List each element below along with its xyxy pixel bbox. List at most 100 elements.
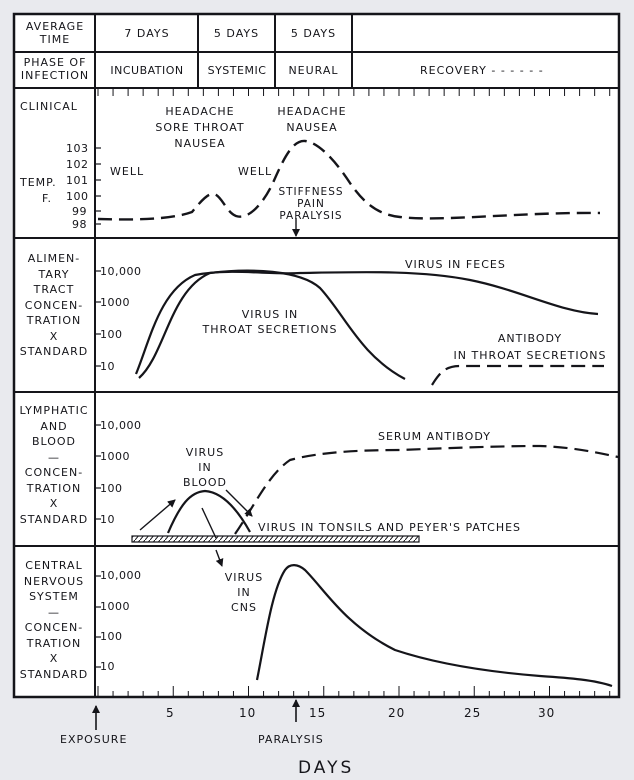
alimentary-tick-1000: 1000 [100, 296, 130, 309]
x-tick-25: 25 [464, 706, 482, 720]
alimentary-label-line6: TRATION [26, 314, 82, 327]
neural-symptom-headache: HEADACHE [277, 105, 347, 118]
alimentary-tick-10: 10 [100, 360, 115, 373]
well-label-incubation: WELL [110, 165, 145, 178]
cns-label-line3: SYSTEM [29, 590, 79, 603]
virus-cns-label-line1: VIRUS [224, 571, 264, 584]
virus-in-feces-curve [134, 270, 599, 375]
throat-antibody-label-line1: ANTIBODY [497, 332, 563, 345]
lymphatic-label-line6: TRATION [26, 481, 82, 495]
average-time-label-line2: TIME [39, 33, 71, 46]
throat-antibody-label: ANTIBODY IN THROAT SECRETIONS [440, 330, 620, 364]
blood-to-cns-arrow-lower [215, 549, 224, 567]
log-scale-tick-marks [95, 270, 101, 668]
temp-tick-100: 100 [66, 190, 89, 203]
symptom-sore-throat: SORE THROAT [155, 121, 245, 134]
lymphatic-label-line1: LYMPHATIC [19, 404, 89, 417]
lymphatic-tick-10000: 10,000 [100, 419, 142, 432]
alimentary-label-line2: TARY [38, 267, 70, 281]
cns-label: CENTRAL NERVOUS SYSTEM — CONCEN- TRATION… [14, 558, 94, 682]
phase-recovery: RECOVERY - - - - - - [420, 64, 544, 77]
tonsils-label: VIRUS IN TONSILS AND PEYER'S PATCHES [258, 521, 522, 534]
temp-tick-102: 102 [66, 158, 89, 171]
cns-tick-10000: 10,000 [100, 569, 142, 582]
symptom-nausea: NAUSEA [174, 137, 226, 150]
virus-cns-label-line3: CNS [231, 601, 257, 614]
tonsils-peyers-patches-bar [131, 535, 420, 543]
lymphatic-tick-1000: 1000 [100, 450, 130, 463]
x-tick-20: 20 [388, 706, 406, 720]
day-scale-top-ticks [97, 88, 611, 96]
temp-tick-101: 101 [66, 174, 89, 187]
blood-to-cns-arrow-upper [201, 507, 217, 539]
cns-tick-10: 10 [100, 660, 115, 673]
day-scale-bottom-ticks [97, 686, 611, 697]
systemic-symptoms: HEADACHE SORE THROAT NAUSEA [140, 104, 260, 152]
alimentary-label-line3: TRACT [33, 283, 75, 296]
virus-throat-label: VIRUS IN THROAT SECRETIONS [190, 307, 350, 337]
x-tick-30: 30 [538, 706, 556, 720]
lymphatic-label-line3: BLOOD [31, 435, 77, 448]
lymphatic-label-line7: X [49, 497, 59, 510]
x-tick-10: 10 [239, 706, 257, 720]
alimentary-label-line5: CONCEN- [24, 298, 84, 312]
temp-unit-label: F. [42, 192, 53, 205]
alimentary-label: ALIMEN- TARY TRACT CONCEN- TRATION X STA… [14, 251, 94, 360]
lymphatic-label-line2: AND [40, 419, 68, 433]
temp-label: TEMP. [20, 176, 57, 189]
serum-antibody-curve [234, 444, 619, 535]
virus-throat-label-line2: THROAT SECRETIONS [202, 323, 338, 336]
average-time-label-line1: AVERAGE [25, 20, 85, 33]
virus-blood-label-line2: IN [198, 461, 212, 474]
virus-cns-label: VIRUS IN CNS [214, 570, 274, 615]
virus-in-throat-secretions-curve [138, 269, 406, 380]
temp-tick-marks [95, 147, 101, 225]
symptom-stiffness: STIFFNESS [278, 186, 344, 198]
alimentary-tick-100: 100 [100, 328, 123, 341]
virus-blood-label: VIRUS IN BLOOD [170, 445, 240, 490]
phase-label-line2: INFECTION [20, 69, 90, 82]
well-label-systemic: WELL [238, 165, 273, 178]
blood-to-tonsils-arrow [225, 489, 253, 517]
chart-frame [12, 12, 621, 699]
cns-tick-100: 100 [100, 630, 123, 643]
cns-label-line7: X [49, 652, 59, 665]
temp-tick-99: 99 [72, 205, 87, 218]
cns-label-line4: — [48, 605, 60, 619]
virus-in-cns-curve [255, 564, 613, 688]
symptom-pain: PAIN [297, 198, 325, 210]
exposure-label: EXPOSURE [60, 733, 128, 746]
temperature-curve [97, 139, 601, 221]
days-axis-title: DAYS [298, 758, 355, 778]
alimentary-tick-10000: 10,000 [100, 265, 142, 278]
cns-label-line8: STANDARD [19, 667, 89, 681]
neural-symptoms: HEADACHE NAUSEA [262, 104, 362, 136]
lymphatic-label-line4: — [48, 450, 60, 464]
phase-neural: NEURAL [288, 64, 339, 77]
entry-arrow [139, 499, 176, 531]
virus-blood-label-line3: BLOOD [182, 476, 228, 489]
lymphatic-tick-10: 10 [100, 513, 115, 526]
temp-tick-103: 103 [66, 142, 89, 155]
virus-in-feces-label: VIRUS IN FECES [405, 258, 506, 271]
alimentary-label-line1: ALIMEN- [27, 252, 81, 265]
systemic-duration: 5 DAYS [213, 27, 260, 40]
temp-tick-98: 98 [72, 218, 87, 231]
lymphatic-label-line8: STANDARD [19, 512, 89, 526]
virus-cns-label-line2: IN [237, 586, 251, 599]
symptom-paralysis: PARALYSIS [279, 210, 343, 222]
lymphatic-label-line5: CONCEN- [24, 466, 84, 479]
virus-in-blood-curve [166, 489, 251, 534]
average-time-label: AVERAGE TIME [18, 20, 92, 46]
x-tick-5: 5 [166, 706, 175, 720]
phase-systemic: SYSTEMIC [207, 64, 267, 77]
phase-of-infection-label: PHASE OF INFECTION [18, 56, 92, 82]
cns-tick-1000: 1000 [100, 600, 130, 613]
lymphatic-tick-100: 100 [100, 482, 123, 495]
paralytic-symptoms: STIFFNESS PAIN PARALYSIS [266, 186, 356, 222]
serum-antibody-label: SERUM ANTIBODY [378, 430, 491, 443]
phase-label-line1: PHASE OF [23, 56, 87, 69]
neural-symptom-nausea: NAUSEA [286, 121, 338, 134]
